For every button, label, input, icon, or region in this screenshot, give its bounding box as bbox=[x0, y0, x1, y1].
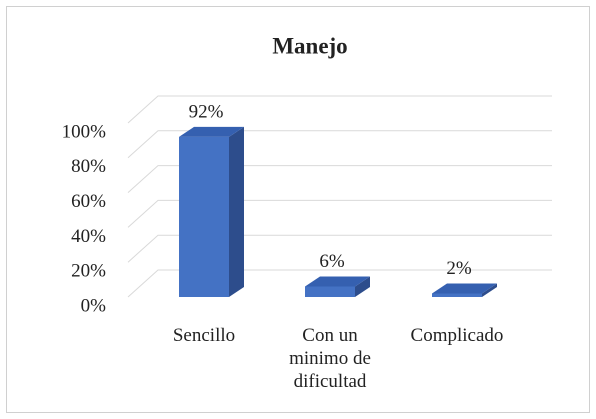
grid-line bbox=[127, 130, 552, 159]
y-tick-label: 100% bbox=[62, 121, 107, 142]
x-tick-label: Sencillo bbox=[172, 325, 236, 346]
bar-side bbox=[355, 276, 370, 297]
bar-top bbox=[179, 126, 244, 137]
grid-line bbox=[127, 234, 552, 263]
bar-side bbox=[229, 126, 244, 297]
x-tick-label: Con un minimo de dificultad bbox=[289, 325, 371, 392]
grid-line bbox=[127, 165, 552, 193]
bar bbox=[432, 283, 497, 297]
bar-top bbox=[432, 283, 497, 294]
y-tick-label: 80% bbox=[71, 156, 106, 177]
chart-title: Manejo bbox=[272, 33, 347, 58]
x-tick-label: Complicado bbox=[410, 325, 504, 346]
y-tick-label: 20% bbox=[71, 261, 106, 282]
y-tick-label: 40% bbox=[71, 226, 106, 247]
y-tick-label: 0% bbox=[81, 295, 107, 316]
grid-line bbox=[127, 95, 552, 124]
bar bbox=[179, 126, 244, 297]
value-label: 2% bbox=[446, 258, 472, 279]
bar-top bbox=[305, 276, 370, 287]
bar-front bbox=[179, 136, 229, 297]
bar-front bbox=[305, 286, 355, 297]
grid-line bbox=[127, 269, 552, 298]
value-label: 6% bbox=[319, 251, 345, 272]
bar-side bbox=[482, 283, 497, 297]
chart-frame bbox=[6, 6, 590, 413]
bar-front bbox=[432, 293, 482, 297]
y-tick-label: 60% bbox=[71, 191, 106, 212]
grid-line bbox=[127, 199, 552, 228]
bar bbox=[305, 276, 370, 297]
value-label: 92% bbox=[189, 101, 224, 122]
